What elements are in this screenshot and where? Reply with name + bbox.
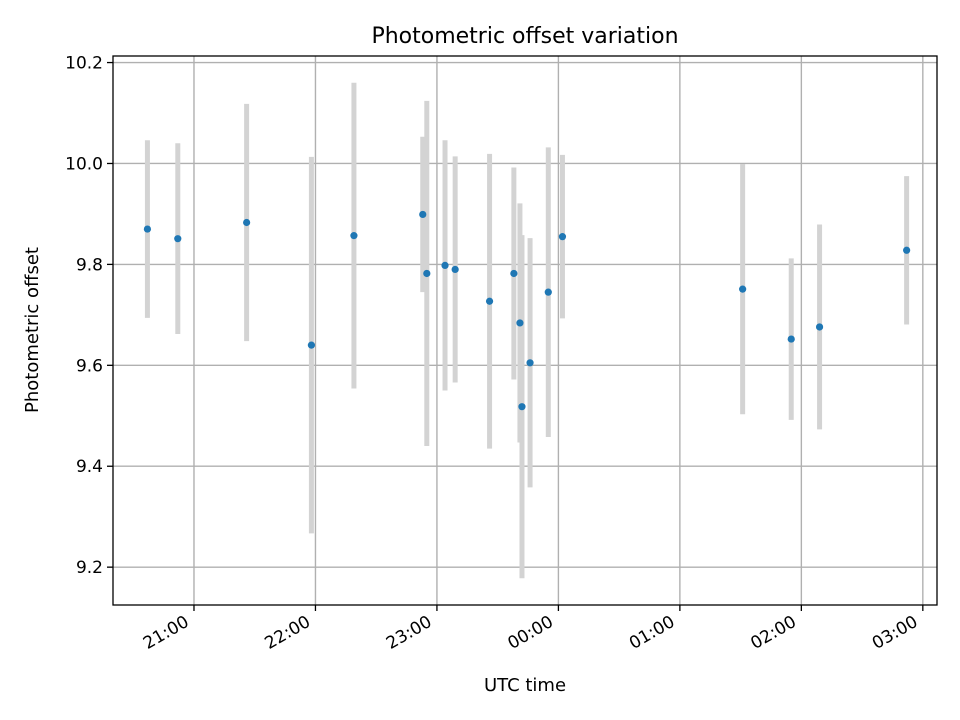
plot-frame bbox=[112, 55, 938, 606]
data-point bbox=[739, 285, 747, 293]
chart-title: Photometric offset variation bbox=[371, 24, 678, 49]
x-axis-label: UTC time bbox=[484, 675, 566, 696]
x-tick-label: 22:00 bbox=[262, 612, 314, 654]
x-tick-label: 03:00 bbox=[869, 612, 921, 654]
y-tick-label: 9.2 bbox=[76, 558, 103, 578]
data-point bbox=[558, 233, 567, 241]
x-tick-label: 00:00 bbox=[504, 612, 556, 654]
y-tick-label: 9.6 bbox=[76, 356, 103, 376]
x-tick-label: 21:00 bbox=[140, 612, 192, 654]
data-point bbox=[174, 235, 182, 243]
data-point bbox=[544, 288, 552, 296]
data-points bbox=[143, 210, 911, 411]
y-tick-label: 9.4 bbox=[76, 457, 103, 477]
y-tick-label: 10.2 bbox=[65, 54, 103, 74]
data-point bbox=[423, 269, 431, 278]
data-point bbox=[510, 269, 518, 278]
data-point bbox=[485, 297, 494, 305]
y-tick-label: 9.8 bbox=[76, 255, 103, 275]
error-bars bbox=[144, 82, 910, 579]
data-point bbox=[350, 232, 358, 240]
data-point bbox=[143, 225, 152, 233]
data-point bbox=[516, 319, 524, 327]
data-point bbox=[307, 341, 316, 349]
data-point bbox=[787, 335, 795, 343]
y-tick-label: 10.0 bbox=[65, 154, 103, 174]
x-tick-label: 02:00 bbox=[747, 612, 799, 654]
y-axis-label: Photometric offset bbox=[22, 247, 43, 413]
data-point bbox=[451, 265, 459, 274]
data-point bbox=[518, 403, 526, 411]
data-point bbox=[419, 210, 427, 219]
data-point bbox=[903, 246, 911, 254]
grid-layer bbox=[113, 56, 937, 605]
data-point bbox=[243, 218, 251, 227]
data-point bbox=[526, 359, 534, 367]
data-point bbox=[441, 261, 449, 270]
x-tick-label: 23:00 bbox=[383, 612, 435, 654]
x-tick-label: 01:00 bbox=[626, 612, 678, 654]
data-point bbox=[815, 323, 824, 331]
